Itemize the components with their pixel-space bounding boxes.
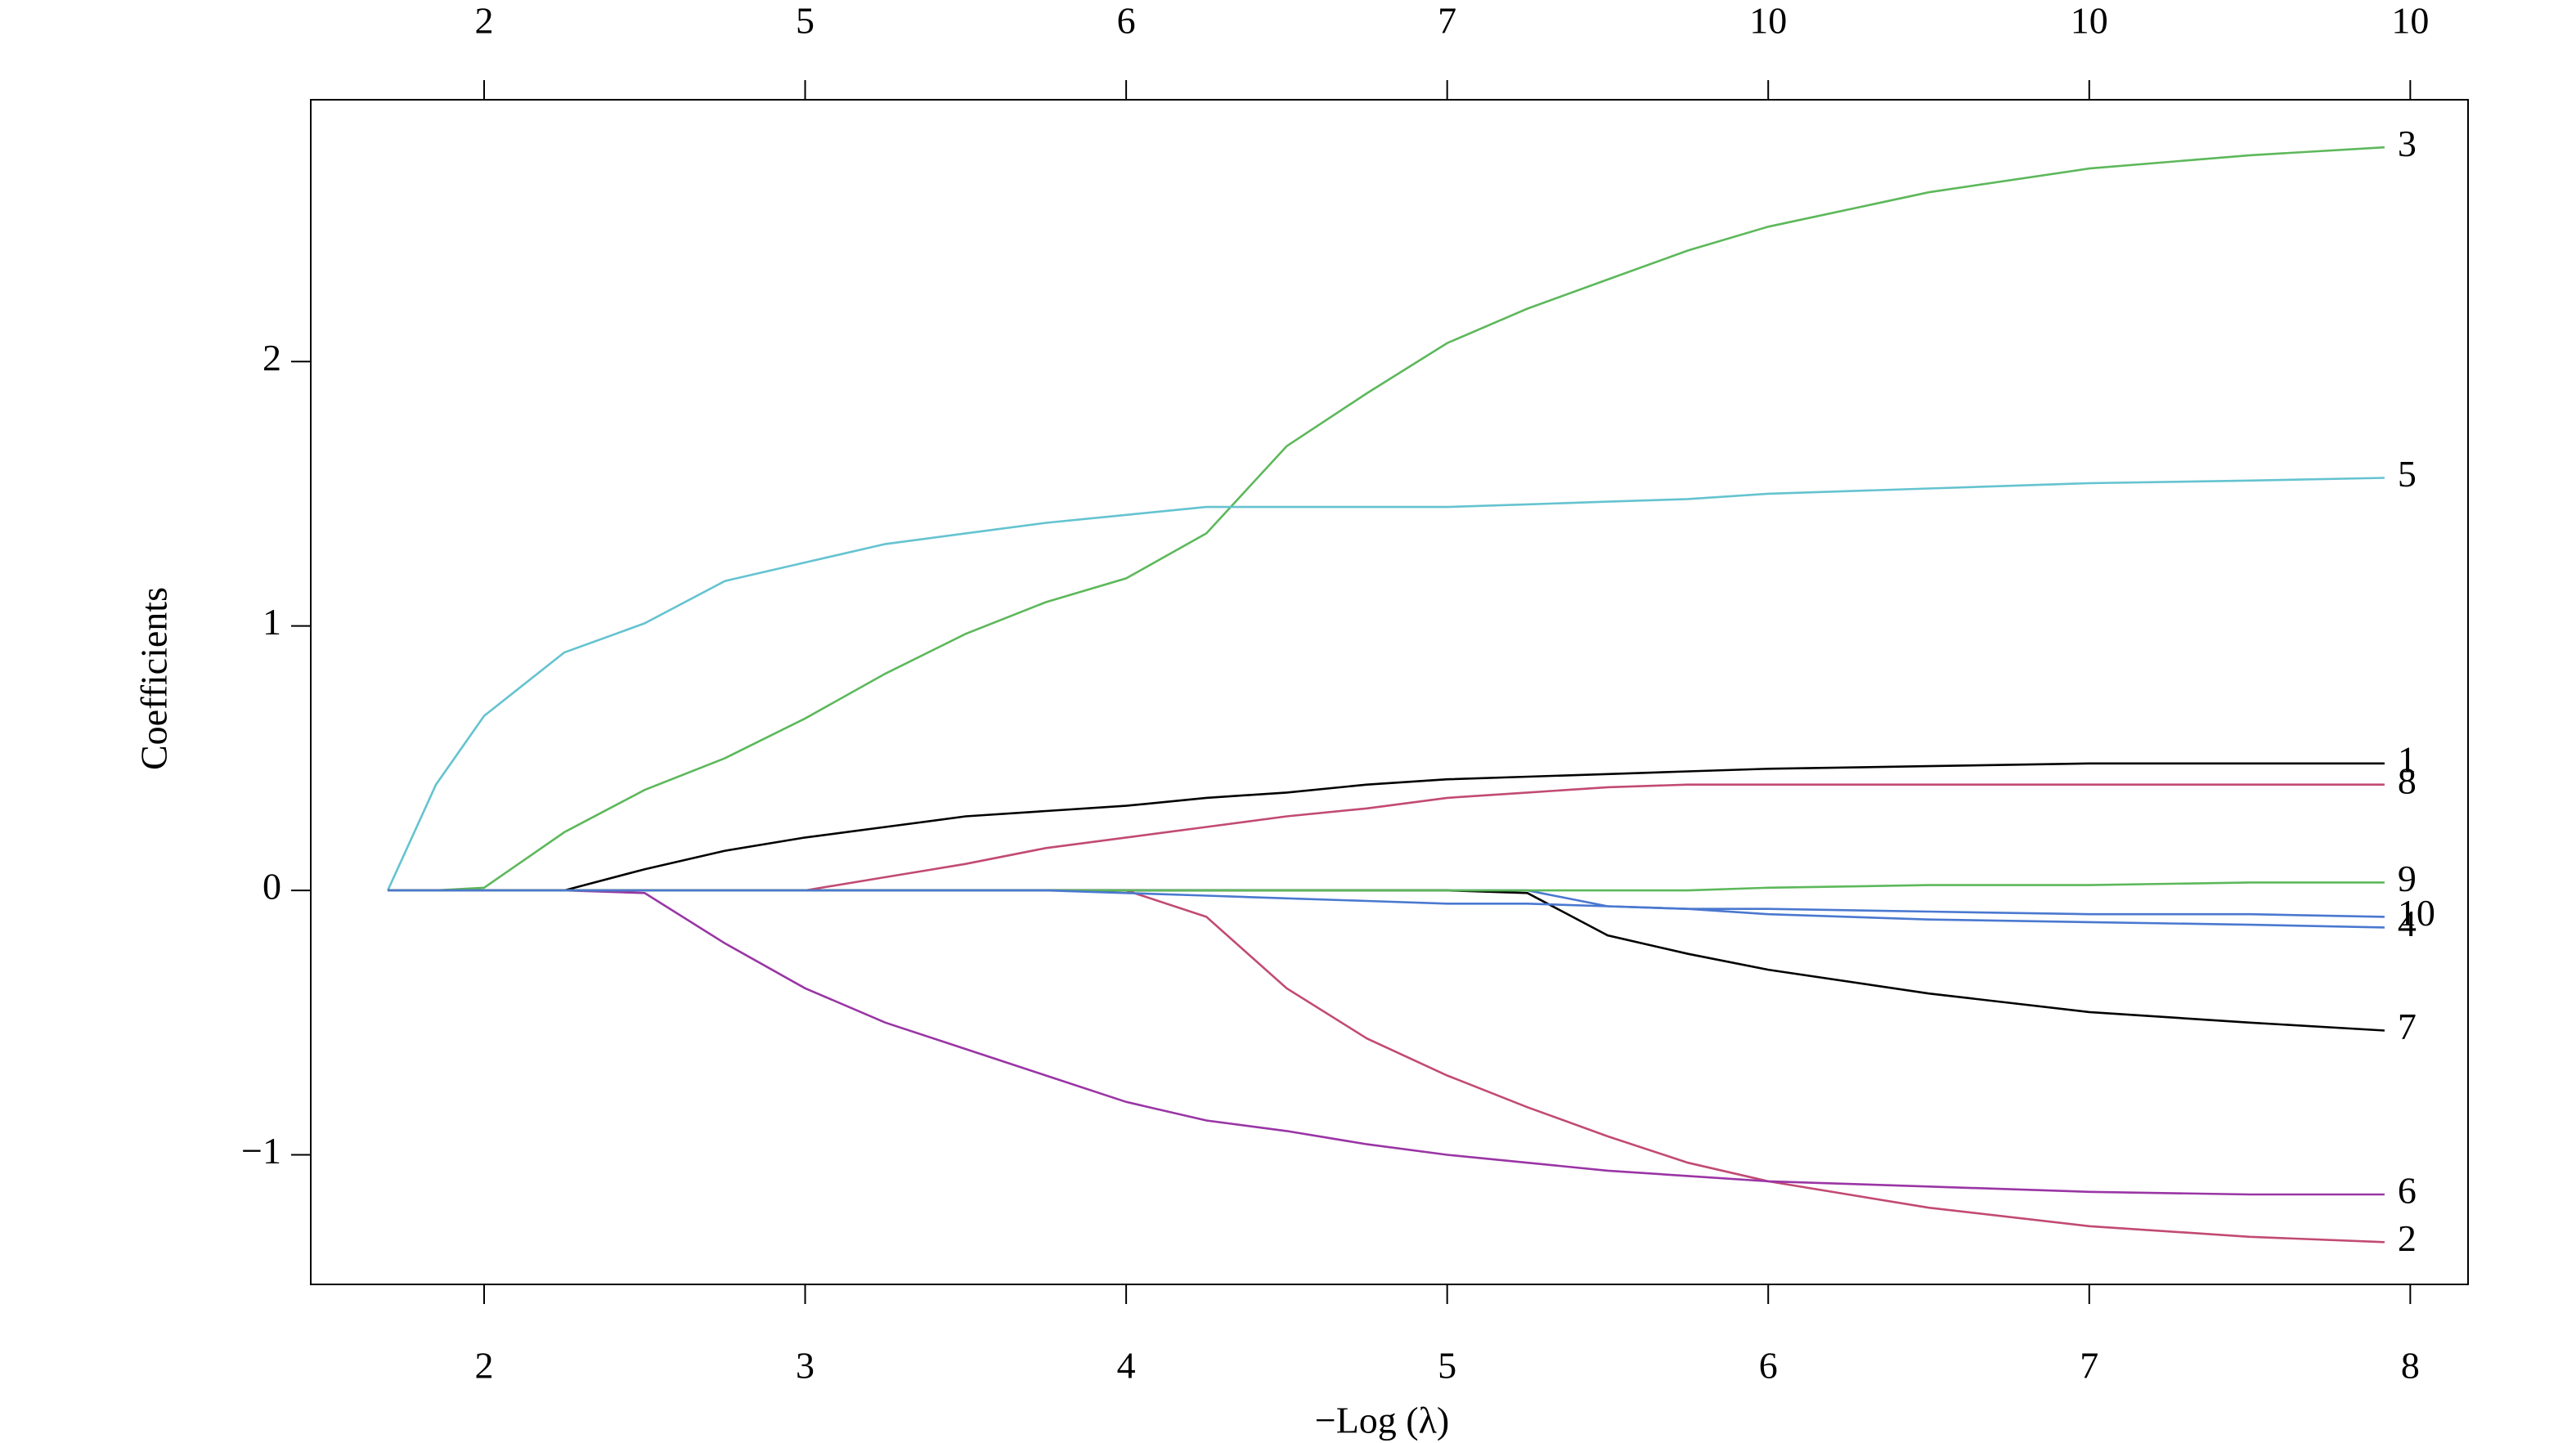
x-tick-label: 2 bbox=[474, 1345, 493, 1387]
coefficient-path bbox=[388, 889, 2385, 1032]
series-end-label: 9 bbox=[2398, 858, 2417, 899]
x-tick-label: 5 bbox=[1438, 1345, 1456, 1387]
series-end-label: 8 bbox=[2398, 760, 2417, 801]
series-end-label: 1 bbox=[2398, 738, 2417, 780]
series-end-label: 6 bbox=[2398, 1170, 2417, 1212]
x-tick-label: 6 bbox=[1759, 1345, 1778, 1387]
coefficient-path bbox=[388, 889, 2385, 1244]
series-end-label: 7 bbox=[2398, 1006, 2417, 1047]
series-end-label: 10 bbox=[2398, 892, 2435, 934]
coefficient-path bbox=[388, 889, 2385, 929]
top-tick-label: 6 bbox=[1117, 0, 1136, 42]
coefficient-path bbox=[388, 889, 2385, 1196]
coefficient-path bbox=[387, 477, 2385, 891]
coefficient-path bbox=[388, 881, 2385, 892]
series-end-label: 4 bbox=[2398, 903, 2417, 944]
y-tick-label: 1 bbox=[263, 601, 281, 643]
series-end-label: 3 bbox=[2398, 123, 2417, 164]
x-tick-label: 7 bbox=[2080, 1345, 2098, 1387]
top-tick-label: 7 bbox=[1438, 0, 1456, 42]
coefficient-path bbox=[388, 762, 2385, 892]
coefficient-path bbox=[388, 146, 2385, 892]
y-tick-label: 0 bbox=[263, 866, 281, 907]
top-tick-label: 10 bbox=[1749, 0, 1787, 42]
x-axis-label: −Log (λ) bbox=[1315, 1400, 1449, 1441]
top-tick-label: 5 bbox=[796, 0, 815, 42]
coefficient-path bbox=[388, 889, 2385, 918]
coefficient-path bbox=[388, 783, 2385, 892]
series-end-label: 2 bbox=[2398, 1217, 2417, 1259]
top-tick-label: 10 bbox=[2391, 0, 2429, 42]
y-tick-label: −1 bbox=[241, 1130, 281, 1172]
top-tick-label: 2 bbox=[474, 0, 493, 42]
plot-frame bbox=[310, 99, 2469, 1285]
y-axis-label: Coefficients bbox=[133, 587, 175, 770]
x-tick-label: 4 bbox=[1117, 1345, 1136, 1387]
y-tick-label: 2 bbox=[263, 337, 281, 379]
series-end-label: 5 bbox=[2398, 453, 2417, 495]
x-tick-label: 8 bbox=[2401, 1345, 2420, 1387]
x-tick-label: 3 bbox=[796, 1345, 815, 1387]
top-tick-label: 10 bbox=[2071, 0, 2108, 42]
